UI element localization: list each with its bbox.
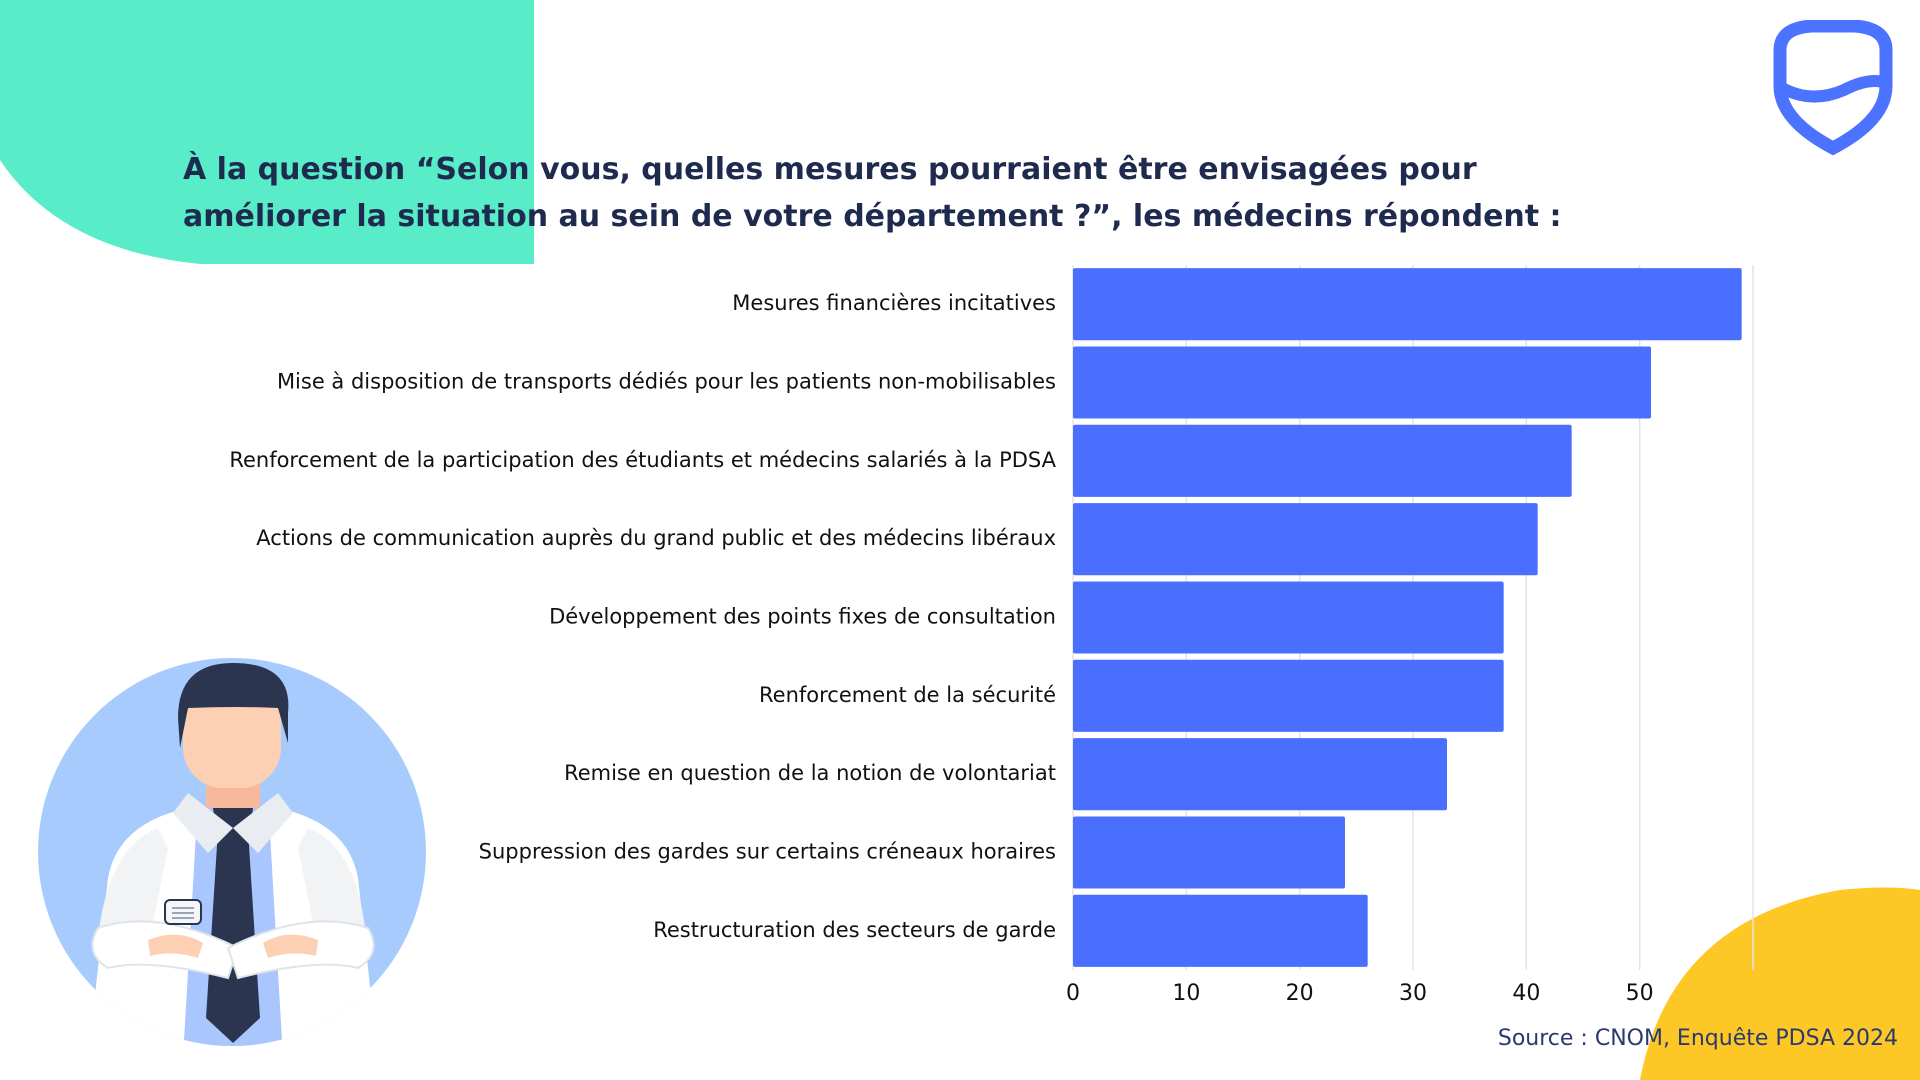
chart-bar — [1073, 346, 1651, 419]
decorative-yellow-shape — [1640, 887, 1920, 1080]
x-tick-label: 0 — [1066, 981, 1080, 1006]
source-note: Source : CNOM, Enquête PDSA 2024 — [1497, 1026, 1898, 1051]
shield-logo-icon — [1773, 20, 1893, 155]
category-label: Remise en question de la notion de volon… — [564, 761, 1056, 785]
chart-bars — [1073, 268, 1742, 967]
page-title: À la question “Selon vous, quelles mesur… — [183, 146, 1583, 240]
category-label: Suppression des gardes sur certains crén… — [479, 840, 1056, 864]
x-tick-label: 10 — [1172, 981, 1200, 1006]
title-line-1: À la question “Selon vous, quelles mesur… — [183, 152, 1477, 187]
decorative-green-shape — [0, 0, 534, 264]
x-tick-label: 20 — [1286, 981, 1314, 1006]
category-label: Restructuration des secteurs de garde — [653, 918, 1056, 942]
chart-bar — [1073, 503, 1538, 576]
category-label: Renforcement de la sécurité — [759, 683, 1056, 707]
chart-bar — [1073, 268, 1742, 341]
chart-bar — [1073, 738, 1447, 811]
chart-bar — [1073, 894, 1368, 967]
category-label: Actions de communication auprès du grand… — [256, 526, 1056, 550]
chart-bar — [1073, 816, 1345, 889]
category-label: Mise à disposition de transports dédiés … — [277, 370, 1056, 394]
title-line-2: améliorer la situation au sein de votre … — [183, 199, 1562, 234]
category-label: Développement des points fixes de consul… — [549, 605, 1056, 629]
x-tick-label: 50 — [1626, 981, 1654, 1006]
doctor-illustration — [38, 658, 426, 1046]
chart-bar — [1073, 659, 1504, 732]
category-label: Mesures financières incitatives — [732, 291, 1056, 315]
category-label: Renforcement de la participation des étu… — [229, 448, 1056, 472]
x-tick-label: 30 — [1399, 981, 1427, 1006]
chart-x-tick-labels: 0 10 20 30 40 50 — [1066, 981, 1654, 1006]
chart-bar — [1073, 581, 1504, 654]
x-tick-label: 40 — [1512, 981, 1540, 1006]
chart-category-labels: Mesures financières incitatives Mise à di… — [229, 291, 1056, 942]
chart-bar — [1073, 424, 1572, 497]
